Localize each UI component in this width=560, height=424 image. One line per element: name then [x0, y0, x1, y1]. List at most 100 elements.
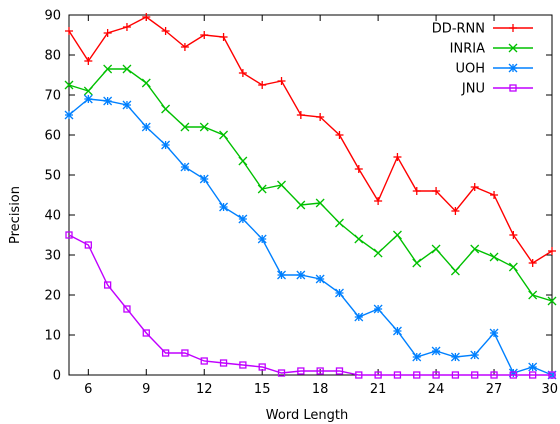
legend-item-dd-rnn: DD-RNN	[432, 22, 533, 37]
data-point	[200, 357, 208, 365]
data-point	[219, 359, 228, 367]
marker-stroke	[180, 122, 190, 132]
y-tick-label: 80	[44, 49, 61, 64]
marker-stroke	[83, 86, 93, 96]
y-tick-label: 30	[44, 249, 61, 264]
marker-stroke	[392, 230, 402, 240]
x-axis: 6 9 12 15 18 21 24 27 30	[84, 15, 558, 397]
data-point	[393, 371, 402, 379]
marker-stroke	[296, 270, 306, 280]
marker-stroke	[508, 63, 518, 73]
marker-stroke	[489, 328, 499, 338]
x-tick-label: 30	[541, 382, 558, 397]
data-point	[412, 352, 422, 362]
data-point	[470, 183, 479, 191]
y-tick-label: 20	[44, 289, 61, 304]
marker-stroke	[355, 371, 363, 379]
data-point	[277, 369, 286, 377]
marker-stroke	[471, 371, 479, 379]
marker-stroke	[122, 64, 132, 74]
data-point	[490, 191, 499, 199]
data-point	[509, 24, 517, 32]
marker-stroke	[431, 244, 441, 254]
marker-stroke	[141, 78, 151, 88]
data-point	[489, 328, 499, 338]
x-tick-label: 24	[428, 382, 445, 397]
data-point	[528, 362, 538, 372]
marker-stroke	[335, 288, 344, 298]
data-point	[64, 80, 74, 90]
data-point	[413, 371, 421, 379]
plot-frame	[68, 14, 553, 376]
data-point	[471, 371, 479, 379]
y-tick-label: 40	[44, 209, 61, 224]
data-point	[508, 63, 518, 73]
series-uoh	[64, 94, 557, 380]
data-point	[509, 84, 517, 92]
data-point	[412, 258, 422, 268]
data-point	[374, 371, 382, 379]
data-point	[161, 140, 171, 150]
marker-stroke	[432, 371, 440, 379]
legend-label: DD-RNN	[432, 22, 485, 37]
legend-item-uoh: UOH	[455, 62, 533, 77]
marker-stroke	[141, 122, 151, 132]
marker-stroke	[508, 43, 518, 53]
marker-stroke	[490, 371, 498, 379]
data-point	[65, 231, 73, 239]
data-point	[450, 352, 460, 362]
y-tick-label: 0	[53, 369, 61, 384]
marker-stroke	[373, 304, 383, 314]
data-point	[451, 371, 460, 379]
marker-stroke	[431, 346, 441, 356]
y-axis: 0 10 20 30 40 50 60 70 80 90	[44, 9, 552, 384]
y-tick-label: 60	[44, 129, 61, 144]
marker-stroke	[161, 104, 171, 114]
marker-stroke	[161, 140, 171, 150]
data-point	[355, 371, 363, 379]
marker-stroke	[315, 274, 325, 284]
data-point	[103, 29, 112, 37]
data-point	[103, 281, 112, 289]
x-tick-label: 15	[254, 382, 271, 397]
x-tick-label: 27	[486, 382, 503, 397]
data-point	[315, 274, 325, 284]
data-point	[199, 174, 209, 184]
x-axis-title: Word Length	[266, 408, 348, 423]
marker-stroke	[470, 350, 480, 360]
marker-stroke	[392, 326, 402, 336]
data-point	[161, 104, 171, 114]
data-point	[83, 86, 93, 96]
data-point	[277, 270, 286, 280]
data-point	[374, 197, 383, 205]
marker-stroke	[277, 270, 286, 280]
marker-stroke	[374, 371, 382, 379]
x-tick-label: 6	[84, 382, 92, 397]
data-point	[258, 81, 267, 89]
data-point	[316, 113, 325, 121]
marker-stroke	[199, 122, 209, 132]
marker-stroke	[509, 84, 517, 92]
data-point	[509, 231, 518, 239]
marker-stroke	[508, 262, 518, 272]
marker-stroke	[103, 281, 112, 289]
data-point	[200, 31, 209, 39]
data-point	[354, 234, 364, 244]
series-inria	[64, 64, 557, 306]
data-point	[219, 33, 228, 41]
data-point	[509, 371, 518, 379]
marker-stroke	[335, 367, 344, 375]
data-point	[489, 252, 499, 262]
data-point	[451, 207, 460, 215]
marker-stroke	[65, 231, 73, 239]
data-point	[277, 180, 286, 190]
data-point	[84, 57, 93, 65]
data-point	[142, 13, 151, 21]
data-point	[335, 218, 344, 228]
marker-stroke	[181, 349, 189, 357]
x-tick-label: 21	[370, 382, 387, 397]
marker-stroke	[528, 290, 538, 300]
marker-stroke	[528, 362, 538, 372]
series-layer	[64, 13, 557, 380]
data-point	[296, 270, 306, 280]
